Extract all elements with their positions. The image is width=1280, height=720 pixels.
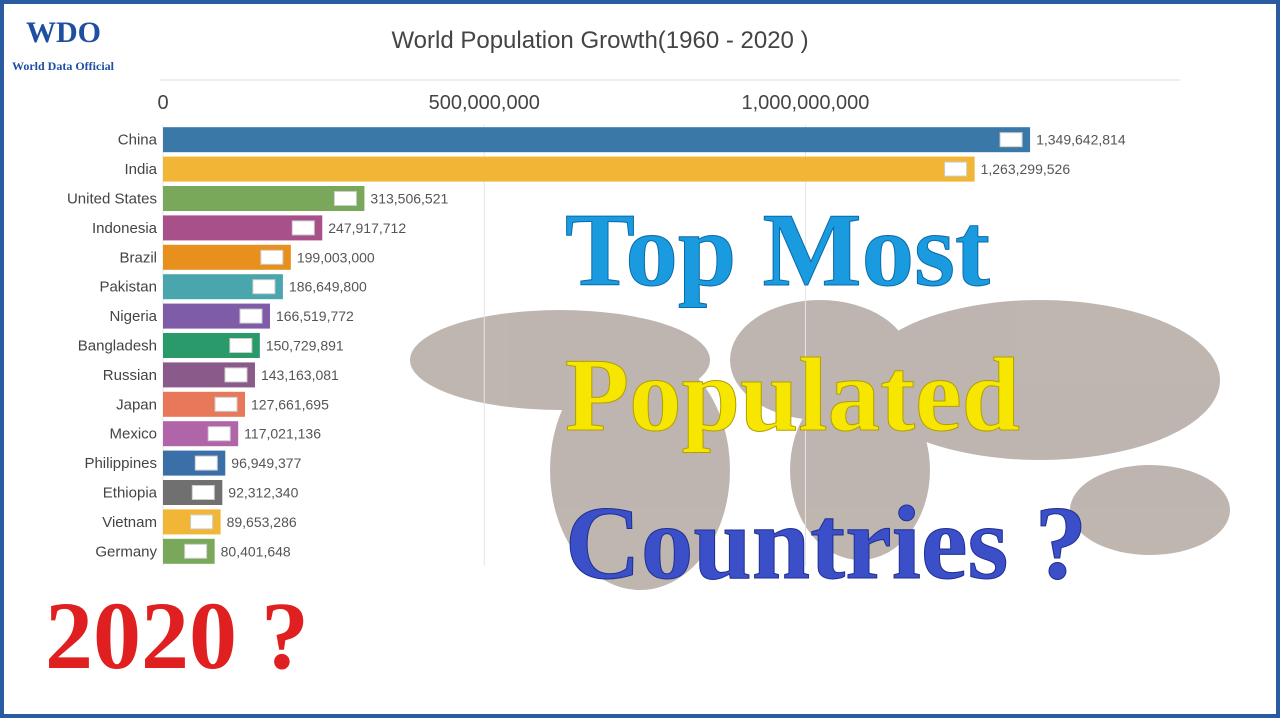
y-tick-label: Japan xyxy=(116,396,157,413)
flag xyxy=(333,191,357,206)
flag xyxy=(184,543,208,559)
y-tick-label: China xyxy=(118,132,158,149)
headline-2: Populated xyxy=(565,336,1020,453)
value-label: 92,312,340 xyxy=(228,485,298,501)
logo-name: World Data Official xyxy=(12,59,115,73)
y-tick-label: Mexico xyxy=(109,426,157,443)
value-label: 143,163,081 xyxy=(261,367,339,383)
value-label: 80,401,648 xyxy=(221,543,291,559)
x-tick-label: 1,000,000,000 xyxy=(741,92,869,114)
value-label: 150,729,891 xyxy=(266,338,344,354)
logo-mark: WDO xyxy=(26,16,101,49)
headline-1: Top Most xyxy=(565,191,990,308)
bar xyxy=(163,156,975,182)
y-tick-label: United States xyxy=(67,191,157,208)
x-tick-label: 500,000,000 xyxy=(429,92,540,114)
overlay: Top Most Populated Countries ? 2020 ? xyxy=(45,191,1088,690)
y-tick-label: Russian xyxy=(103,367,157,384)
flag xyxy=(252,279,276,295)
x-tick-label: 0 xyxy=(157,92,168,114)
flag xyxy=(999,132,1023,148)
flag xyxy=(291,220,315,236)
flag xyxy=(229,338,253,353)
value-label: 186,649,800 xyxy=(289,279,367,295)
flag xyxy=(214,396,238,412)
value-label: 199,003,000 xyxy=(297,249,375,265)
plot: 0 500,000,000 1,000,000,000 China 1,349,642,… xyxy=(67,92,1126,566)
y-tick-label: Nigeria xyxy=(109,308,157,325)
value-label: 1,263,299,526 xyxy=(981,161,1071,177)
value-label: 166,519,772 xyxy=(276,308,354,324)
flag xyxy=(260,249,284,265)
flag xyxy=(191,485,215,500)
value-label: 127,661,695 xyxy=(251,396,329,412)
y-tick-label: Bangladesh xyxy=(78,338,157,355)
world-map-crowd xyxy=(410,300,1230,590)
headline-3: Countries ? xyxy=(565,484,1087,601)
value-label: 1,349,642,814 xyxy=(1036,132,1126,148)
flag xyxy=(207,426,231,442)
flag xyxy=(944,161,968,177)
bar xyxy=(163,127,1031,153)
chart-title: World Population Growth(1960 - 2020 ) xyxy=(391,27,808,54)
y-tick-label: Ethiopia xyxy=(103,485,158,502)
y-tick-label: Indonesia xyxy=(92,220,158,237)
y-tick-label: Germany xyxy=(95,543,157,560)
bar xyxy=(163,186,365,211)
year-headline: 2020 ? xyxy=(45,582,309,689)
y-tick-label: Philippines xyxy=(84,455,157,472)
y-tick-label: Vietnam xyxy=(102,514,157,531)
value-label: 247,917,712 xyxy=(328,220,406,236)
flag xyxy=(190,514,214,530)
y-tick-label: Pakistan xyxy=(99,279,157,296)
flag xyxy=(194,455,218,471)
value-label: 313,506,521 xyxy=(370,191,448,207)
value-label: 89,653,286 xyxy=(227,514,297,530)
flag xyxy=(224,367,248,383)
value-label: 117,021,136 xyxy=(244,426,321,442)
flag xyxy=(239,308,263,324)
y-tick-label: Brazil xyxy=(119,249,157,266)
y-tick-label: India xyxy=(124,161,157,178)
value-label: 96,949,377 xyxy=(231,455,301,471)
